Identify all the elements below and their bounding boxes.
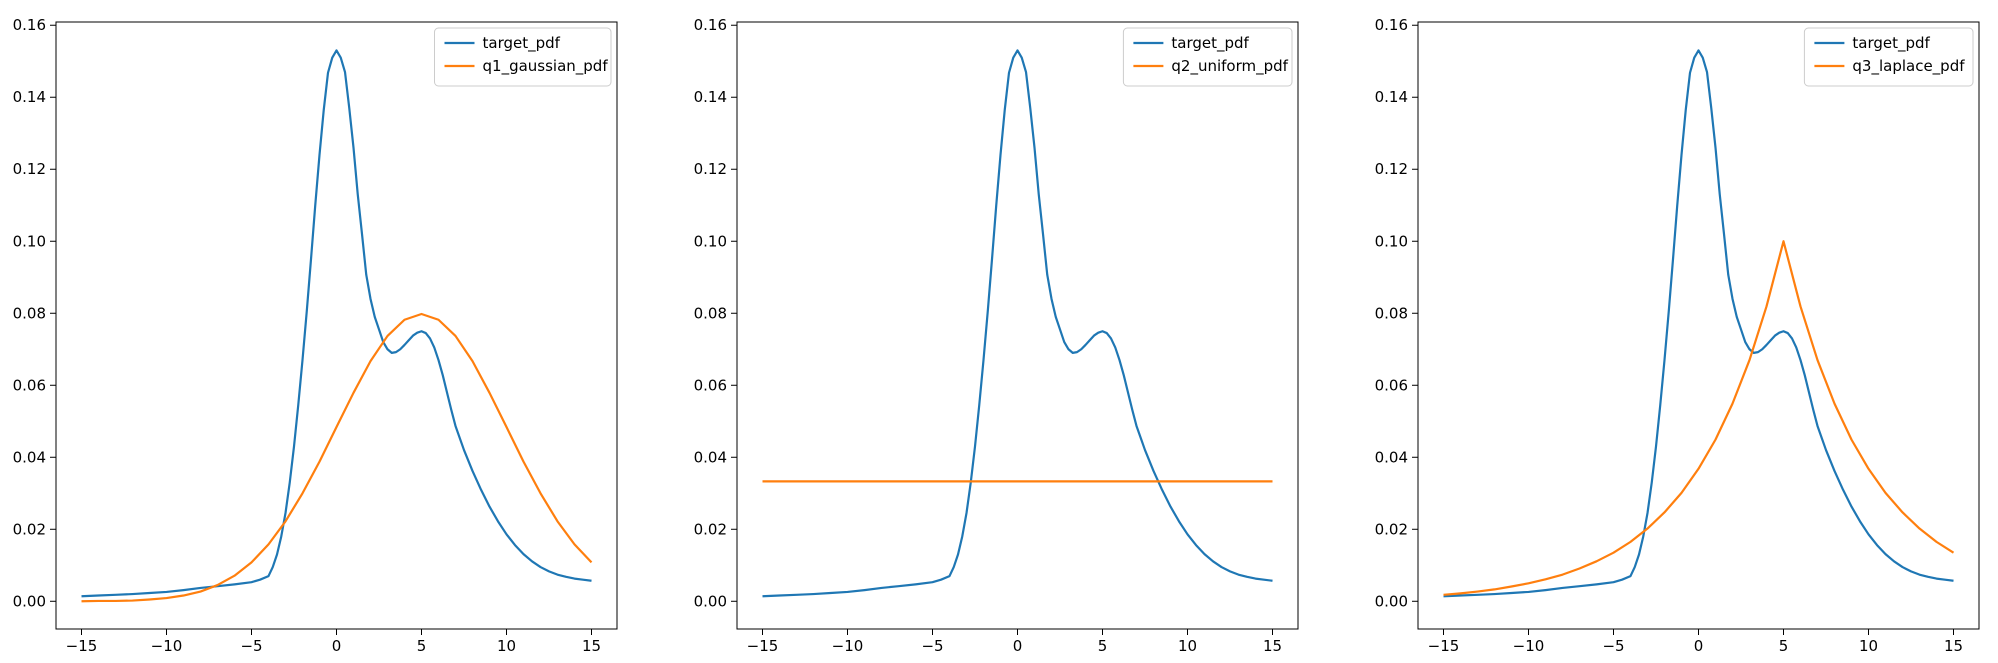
x-tick-label: 10 — [1859, 637, 1878, 655]
x-tick-label: −10 — [832, 637, 864, 655]
y-tick-label: 0.04 — [13, 448, 46, 466]
legend-label-target_pdf: target_pdf — [1171, 34, 1249, 53]
axes-spines — [736, 21, 1299, 630]
legend-label-q1_gaussian_pdf: q1_gaussian_pdf — [483, 57, 609, 76]
x-tick-label: −10 — [151, 637, 183, 655]
x-tick-label: 5 — [1779, 637, 1789, 655]
subplot-3: −15 −10 −5 0 5 10 15 0.00 0.02 0.04 0.06 0.08 0.10 0.… — [1375, 16, 1980, 655]
curve-target_pdf — [762, 49, 1273, 598]
x-tick-label: 0 — [1694, 637, 1704, 655]
legend-label-q2_uniform_pdf: q2_uniform_pdf — [1171, 57, 1288, 76]
curve-q3_laplace_pdf — [1443, 240, 1955, 596]
x-tick-label: −15 — [1428, 637, 1460, 655]
curve-q1_gaussian_pdf — [81, 312, 593, 603]
y-tick-label: 0.12 — [694, 160, 727, 178]
y-tick-label: 0.16 — [13, 16, 46, 34]
legend: target_pdf q3_laplace_pdf — [1803, 27, 1974, 87]
y-tick-label: 0.02 — [694, 520, 727, 538]
y-tick-label: 0.06 — [694, 376, 727, 394]
x-tick-label: −10 — [1513, 637, 1545, 655]
y-tick-label: 0.08 — [13, 304, 46, 322]
x-tick-label: 15 — [1263, 637, 1282, 655]
y-tick-label: 0.08 — [1375, 304, 1408, 322]
y-tick-label: 0.12 — [1375, 160, 1408, 178]
y-tick-label: 0.02 — [1375, 520, 1408, 538]
y-tick-label: 0.12 — [13, 160, 46, 178]
curve-target_pdf — [81, 49, 592, 598]
x-tick-label: 0 — [332, 637, 342, 655]
x-tick-label: 15 — [1944, 637, 1963, 655]
x-tick-label: 5 — [417, 637, 427, 655]
legend-label-q3_laplace_pdf: q3_laplace_pdf — [1852, 57, 1965, 76]
y-tick-label: 0.14 — [694, 88, 727, 106]
y-tick-label: 0.00 — [13, 592, 46, 610]
curve-target_pdf — [1443, 49, 1954, 598]
y-tick-label: 0.10 — [13, 232, 46, 250]
y-tick-label: 0.04 — [694, 448, 727, 466]
y-tick-label: 0.06 — [1375, 376, 1408, 394]
y-tick-label: 0.14 — [13, 88, 46, 106]
x-tick-label: 0 — [1013, 637, 1023, 655]
x-tick-label: −5 — [921, 637, 943, 655]
legend: target_pdf q2_uniform_pdf — [1122, 27, 1293, 87]
x-tick-label: −15 — [747, 637, 779, 655]
y-tick-label: 0.14 — [1375, 88, 1408, 106]
y-tick-label: 0.00 — [1375, 592, 1408, 610]
y-tick-label: 0.10 — [694, 232, 727, 250]
legend-label-target_pdf: target_pdf — [483, 34, 561, 53]
legend-label-target_pdf: target_pdf — [1852, 34, 1930, 53]
subplot-2: −15 −10 −5 0 5 10 15 0.00 0.02 0.04 0.06 0.08 0.10 0.… — [694, 16, 1299, 655]
y-tick-label: 0.16 — [694, 16, 727, 34]
x-tick-label: −5 — [240, 637, 262, 655]
y-tick-label: 0.16 — [1375, 16, 1408, 34]
x-tick-label: 10 — [497, 637, 516, 655]
x-tick-label: −15 — [66, 637, 98, 655]
legend: target_pdf q1_gaussian_pdf — [434, 27, 612, 87]
x-tick-label: 5 — [1098, 637, 1108, 655]
subplot-1: −15 −10 −5 0 5 10 15 0.00 0.02 0.04 0.06 0.08 0.10 0.… — [13, 16, 618, 655]
y-tick-label: 0.00 — [694, 592, 727, 610]
y-tick-label: 0.10 — [1375, 232, 1408, 250]
x-tick-label: 10 — [1178, 637, 1197, 655]
y-tick-label: 0.08 — [694, 304, 727, 322]
y-tick-label: 0.04 — [1375, 448, 1408, 466]
axes-spines — [1417, 21, 1980, 630]
axes-spines — [55, 21, 618, 630]
legend-box — [1122, 27, 1293, 87]
x-tick-label: 15 — [582, 637, 601, 655]
x-tick-label: −5 — [1602, 637, 1624, 655]
y-tick-label: 0.06 — [13, 376, 46, 394]
legend-box — [434, 27, 612, 87]
legend-box — [1803, 27, 1974, 87]
y-tick-label: 0.02 — [13, 520, 46, 538]
